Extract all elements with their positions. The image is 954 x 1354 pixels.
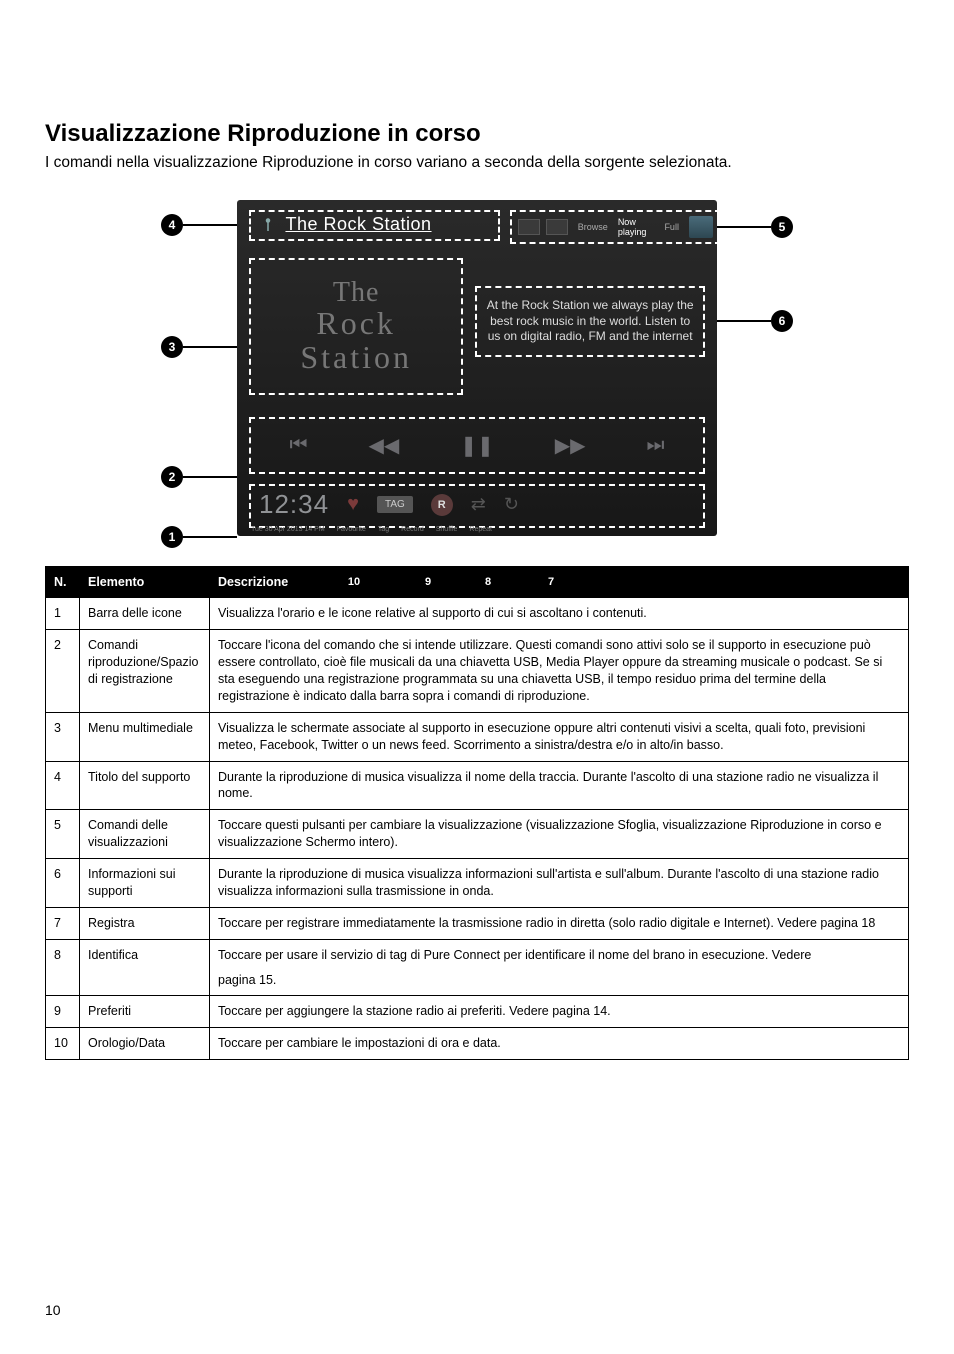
cell-descrizione: Toccare l'icona del comando che si inten…: [210, 630, 909, 713]
cell-descrizione: Toccare per cambiare le impostazioni di …: [210, 1028, 909, 1060]
cell-n: 5: [46, 810, 80, 859]
section-heading: Visualizzazione Riproduzione in corso: [45, 120, 909, 148]
cell-descrizione: Toccare questi pulsanti per cambiare la …: [210, 810, 909, 859]
thumbs: [518, 219, 568, 235]
cell-descrizione: Toccare per usare il servizio di tag di …: [210, 939, 909, 996]
cell-elemento: Registra: [80, 907, 210, 939]
cell-n: 1: [46, 598, 80, 630]
page-number: 10: [45, 1302, 61, 1318]
prev-track-icon[interactable]: ⏮: [289, 434, 307, 457]
table-row: 8IdentificaToccare per usare il servizio…: [46, 939, 909, 996]
cell-elemento: Titolo del supporto: [80, 761, 210, 810]
cell-elemento: Menu multimediale: [80, 712, 210, 761]
cell-n: 10: [46, 1028, 80, 1060]
callout-4: 4: [161, 214, 237, 236]
cell-n: 4: [46, 761, 80, 810]
cell-n: 6: [46, 859, 80, 908]
table-row: 10Orologio/DataToccare per cambiare le i…: [46, 1028, 909, 1060]
now-playing-label[interactable]: Now playing: [618, 217, 655, 237]
col-elemento: Elemento: [80, 566, 210, 598]
full-thumb[interactable]: [689, 216, 713, 238]
record-button[interactable]: R: [431, 494, 453, 516]
bottom-sublabels: Tue 30 Apr 2013 14 PM Favourite Tag Reco…: [251, 526, 492, 533]
title-area[interactable]: The Rock Station: [249, 210, 500, 241]
cell-n: 9: [46, 996, 80, 1028]
intro-text: I comandi nella visualizzazione Riproduz…: [45, 154, 909, 172]
cell-descrizione: Toccare per registrare immediatamente la…: [210, 907, 909, 939]
cell-elemento: Comandi riproduzione/Spazio di registraz…: [80, 630, 210, 713]
art-text: The Rock Station: [257, 278, 455, 375]
description-table: N. Elemento Descrizione 1Barra delle ico…: [45, 566, 909, 1061]
cell-elemento: Comandi delle visualizzazioni: [80, 810, 210, 859]
table-row: 9PreferitiToccare per aggiungere la staz…: [46, 996, 909, 1028]
antenna-icon: [259, 216, 277, 234]
table-row: 4Titolo del supportoDurante la riproduzi…: [46, 761, 909, 810]
callout-1: 1: [161, 526, 237, 548]
media-title: The Rock Station: [285, 214, 431, 234]
cell-elemento: Informazioni sui supporti: [80, 859, 210, 908]
table-row: 5Comandi delle visualizzazioniToccare qu…: [46, 810, 909, 859]
callout-2: 2: [161, 466, 237, 488]
cell-elemento: Barra delle icone: [80, 598, 210, 630]
table-row: 7RegistraToccare per registrare immediat…: [46, 907, 909, 939]
cell-descrizione: Durante la riproduzione di musica visual…: [210, 859, 909, 908]
cell-elemento: Preferiti: [80, 996, 210, 1028]
diagram-container: 4 3 2 1 5 6 10 9 8 7 T: [171, 200, 783, 536]
callout-7: 7: [541, 572, 561, 592]
full-label[interactable]: Full: [664, 222, 679, 232]
callout-5: 5: [717, 216, 793, 238]
mock-screen: The Rock Station Browse Now playing Full…: [237, 200, 717, 536]
playback-controls[interactable]: ⏮ ◀◀ ❚❚ ▶▶ ⏭: [249, 417, 705, 474]
view-controls[interactable]: Browse Now playing Full: [510, 210, 721, 244]
cell-n: 7: [46, 907, 80, 939]
col-n: N.: [46, 566, 80, 598]
browse-label[interactable]: Browse: [578, 222, 608, 232]
icon-bar[interactable]: 12:34 ♥ TAG R ⇄ ↻ Tue 30 Apr 2013 14 PM …: [249, 484, 705, 528]
cell-descrizione: Durante la riproduzione di musica visual…: [210, 761, 909, 810]
forward-icon[interactable]: ▶▶: [555, 433, 586, 458]
clock[interactable]: 12:34: [259, 489, 329, 520]
callout-3: 3: [161, 336, 237, 358]
media-menu[interactable]: The Rock Station: [249, 258, 463, 395]
favourite-icon[interactable]: ♥: [347, 493, 359, 516]
cell-n: 3: [46, 712, 80, 761]
callout-9: 9: [418, 572, 438, 592]
table-row: 1Barra delle iconeVisualizza l'orario e …: [46, 598, 909, 630]
shuffle-icon[interactable]: ⇄: [471, 494, 486, 515]
callout-8: 8: [478, 572, 498, 592]
cell-elemento: Orologio/Data: [80, 1028, 210, 1060]
callout-6: 6: [717, 310, 793, 332]
cell-elemento: Identifica: [80, 939, 210, 996]
tag-button[interactable]: TAG: [377, 496, 413, 513]
pause-icon[interactable]: ❚❚: [460, 433, 494, 458]
cell-descrizione: Visualizza le schermate associate al sup…: [210, 712, 909, 761]
media-info: At the Rock Station we always play the b…: [475, 286, 705, 357]
cell-descrizione: Toccare per aggiungere la stazione radio…: [210, 996, 909, 1028]
next-track-icon[interactable]: ⏭: [646, 434, 664, 457]
table-row: 2Comandi riproduzione/Spazio di registra…: [46, 630, 909, 713]
cell-descrizione: Visualizza l'orario e le icone relative …: [210, 598, 909, 630]
repeat-icon[interactable]: ↻: [504, 494, 519, 515]
table-row: 6Informazioni sui supportiDurante la rip…: [46, 859, 909, 908]
cell-n: 8: [46, 939, 80, 996]
cell-n: 2: [46, 630, 80, 713]
callout-10: 10: [344, 572, 364, 592]
rewind-icon[interactable]: ◀◀: [368, 433, 399, 458]
table-row: 3Menu multimedialeVisualizza le schermat…: [46, 712, 909, 761]
